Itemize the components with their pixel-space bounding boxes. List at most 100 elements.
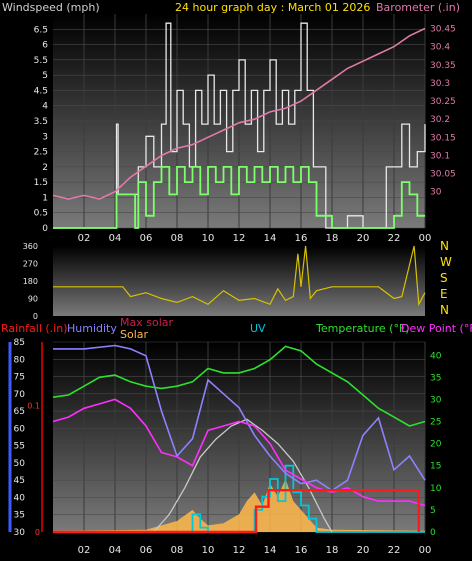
humidity-tick-label: 80 [14,355,26,365]
temperature-label: Temperature (°F) [315,322,410,335]
compass-label: N [440,303,449,317]
wind-tick-label: 3 [42,132,48,142]
wind-tick-label: 0.5 [34,209,48,219]
rainfall-axis: 00.1 [27,342,43,537]
x-tick-label: 20 [357,545,370,556]
wind-tick-label: 4 [42,102,48,112]
max-solar-line [153,418,333,533]
wind-tick-label: 1 [42,193,48,203]
temperature-axis: 0 5 10 15 20 25 30 35 40 [430,351,442,538]
humidity-tick-label: 65 [14,407,25,417]
compass-label: S [440,271,448,285]
x-tick-label: 08 [171,233,184,244]
solar-label: Solar [120,328,149,341]
x-tick-label: 12 [233,545,246,556]
x-tick-label: 00 [419,545,432,556]
humidity-tick-label: 30 [14,528,26,538]
x-tick-label: 12 [233,233,246,244]
humidity-label: Humidity [67,322,117,335]
humidity-tick-label: 85 [14,338,25,348]
temperature-tick-label: 20 [430,440,442,450]
barometer-tick-label: 30.1 [430,151,450,161]
x-tick-label: 02 [78,545,91,556]
x-tick-label: 02 [78,233,91,244]
x-tick-label: 04 [109,233,122,244]
x-tick-label: 16 [295,233,308,244]
barometer-tick-label: 30.35 [430,61,456,71]
wind-direction-line [53,245,426,307]
temperature-tick-label: 15 [430,462,441,472]
barometer-tick-label: 30.15 [430,133,456,143]
wind-series [52,22,426,229]
x-tick-label: 16 [295,545,308,556]
direction-tick-label: 180 [23,277,38,286]
wind-barometer-panel: 0 0.5 1 1.5 2 2.5 3 3.5 4 4.5 5 5.5 6 6.5 30 30.05 30.1… [34,14,456,244]
direction-tick-label: 270 [23,260,38,269]
wind-average-line [53,166,425,229]
temperature-tick-label: 40 [430,351,442,361]
barometer-tick-label: 30.2 [430,115,450,125]
humidity-tick-label: 55 [14,442,25,452]
humidity-tick-label: 60 [14,424,26,434]
wind-time-axis: 02 04 06 08 10 12 14 16 18 20 22 00 [78,233,432,244]
x-tick-label: 00 [419,233,432,244]
temperature-tick-label: 10 [430,484,442,494]
temperature-tick-label: 30 [430,395,442,405]
windspeed-label: Windspeed (mph) [2,1,100,14]
compass-label: N [440,239,449,253]
wind-tick-label: 6.5 [34,25,48,35]
rainfall-line [53,489,420,534]
barometer-axis: 30 30.05 30.1 30.15 30.2 30.25 30.3 30.35 30.4 30… [430,25,456,198]
wind-gust-line [53,22,426,229]
compass-label: W [440,255,452,269]
barometer-tick-label: 30.45 [430,25,456,35]
barometer-tick-label: 30 [430,188,442,198]
barometer-line [52,27,426,200]
temperature-tick-label: 0 [430,528,436,538]
wind-tick-label: 6 [42,41,48,51]
barometer-label: Barometer (.in) [376,1,460,14]
wind-tick-label: 5 [42,71,48,81]
x-tick-label: 14 [264,545,277,556]
wind-tick-label: 0 [42,224,48,234]
x-tick-label: 10 [202,545,215,556]
x-tick-label: 22 [388,545,401,556]
dewpoint-line [52,398,426,507]
graph-title: 24 hour graph day : March 01 2026 [175,1,370,14]
x-tick-label: 22 [388,233,401,244]
wind-tick-label: 2.5 [34,148,48,158]
rainfall-tick-label: 0 [35,528,40,537]
wind-tick-label: 2 [42,163,48,173]
temperature-series [52,344,426,534]
uv-line [53,464,425,533]
direction-tick-label: 360 [23,242,38,251]
humidity-tick-label: 40 [14,493,26,503]
direction-series [53,245,426,307]
wind-tick-label: 5.5 [34,56,48,66]
x-tick-label: 10 [202,233,215,244]
barometer-tick-label: 30.3 [430,79,450,89]
x-tick-label: 14 [264,233,277,244]
x-tick-label: 18 [326,545,339,556]
uv-label: UV [250,322,266,335]
direction-plot-area [53,246,425,316]
humidity-tick-label: 75 [14,373,25,383]
x-tick-label: 18 [326,233,339,244]
barometer-tick-label: 30.25 [430,97,456,107]
wind-speed-axis: 0 0.5 1 1.5 2 2.5 3 3.5 4 4.5 5 5.5 6 6.5 [34,25,49,234]
rainfall-label: Rainfall (.in) [1,322,68,335]
x-tick-label: 06 [140,233,153,244]
barometer-tick-label: 30.05 [430,170,456,180]
temperature-line [52,345,426,427]
temperature-tick-label: 5 [430,506,436,516]
dewpoint-label: Dew Point (°F) [401,322,472,335]
direction-tick-label: 90 [28,295,38,304]
rainfall-tick-label: 0.1 [27,401,40,410]
max-solar-label: Max solar [120,316,173,329]
barometer-tick-label: 30.4 [430,43,450,53]
direction-axis: 0 90 180 270 360 [23,242,38,321]
